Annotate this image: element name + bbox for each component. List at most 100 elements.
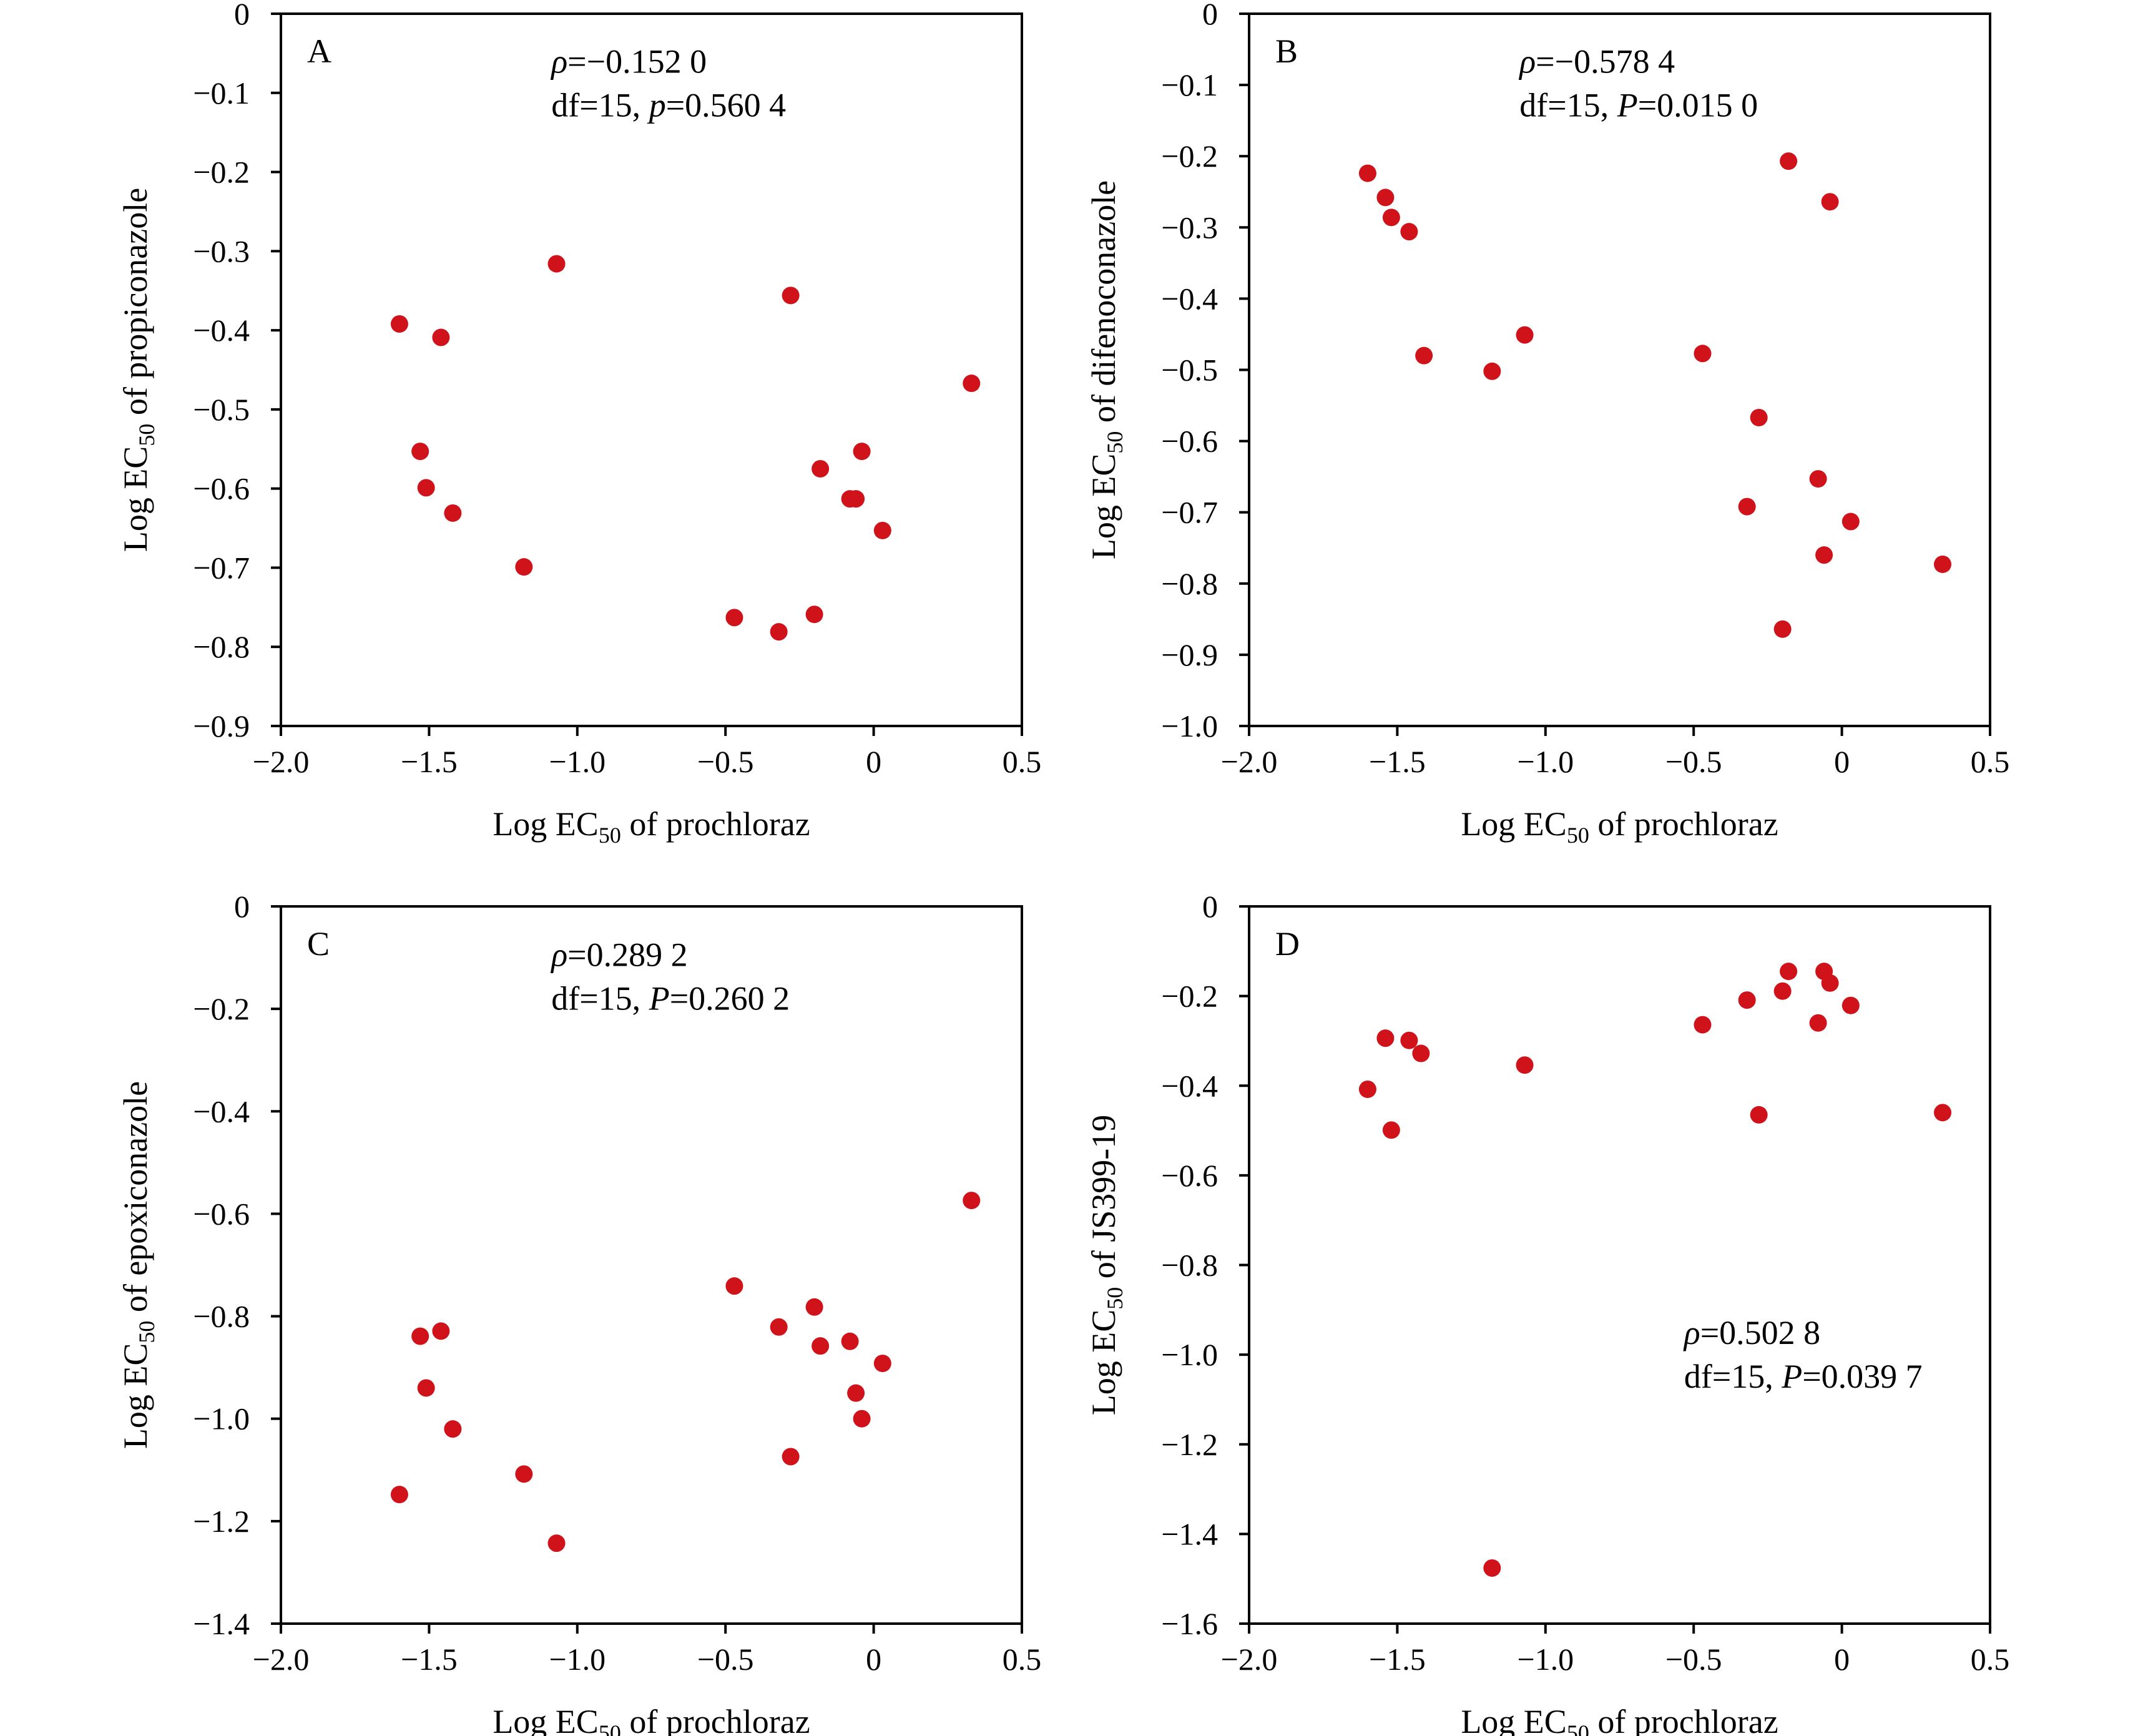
data-point xyxy=(1773,620,1792,638)
data-point xyxy=(411,443,429,461)
panel-letter: A xyxy=(307,32,331,70)
y-tick-label: −1.0 xyxy=(1161,1337,1218,1372)
scatter-panel-a: −2.0 −1.5 −1.0 −0.5 0 0.5 0 −0.1 −0.2 −0.3 −0.4 −0.… xyxy=(117,0,1041,848)
data-point xyxy=(547,255,566,273)
y-tick-label: −0.6 xyxy=(193,471,250,506)
y-tick-label: −1.2 xyxy=(193,1504,250,1539)
x-tick-label: −2.0 xyxy=(1221,1642,1278,1677)
y-tick-label: −0.5 xyxy=(193,392,250,427)
data-point xyxy=(1934,1104,1952,1122)
y-tick-label: 0 xyxy=(1202,889,1218,924)
data-point xyxy=(873,521,891,539)
x-tick-label: 0 xyxy=(1834,1642,1850,1677)
y-tick-label: −0.8 xyxy=(1161,566,1218,601)
data-point xyxy=(841,1332,859,1350)
data-point xyxy=(1780,152,1798,170)
data-point xyxy=(1376,189,1395,207)
data-point xyxy=(1738,991,1756,1009)
x-tick-label: −1.5 xyxy=(401,1642,458,1677)
df-p-annotation: df=15, P=0.039 7 xyxy=(1684,1358,1923,1395)
data-point xyxy=(1483,362,1501,380)
data-point xyxy=(853,443,871,461)
data-point xyxy=(1750,408,1768,426)
y-tick-label: −0.4 xyxy=(1161,1068,1218,1103)
data-point xyxy=(1809,1014,1827,1032)
data-point xyxy=(812,459,830,478)
data-point xyxy=(725,609,743,627)
data-point xyxy=(847,490,865,508)
y-tick-label: −0.2 xyxy=(1161,979,1218,1014)
data-point xyxy=(963,375,981,393)
x-tick-label: −1.5 xyxy=(1369,744,1426,779)
x-tick-label: −1.5 xyxy=(1369,1642,1426,1677)
y-tick-label: −0.7 xyxy=(1161,495,1218,530)
x-tick-label: −1.0 xyxy=(549,744,606,779)
x-tick-label: −1.0 xyxy=(1517,1642,1574,1677)
x-tick-label: 0 xyxy=(866,744,881,779)
data-point xyxy=(432,1322,450,1340)
data-point xyxy=(1809,470,1827,488)
data-point xyxy=(547,1534,566,1552)
y-tick-label: −0.6 xyxy=(193,1196,250,1231)
data-point xyxy=(782,287,800,305)
y-tick-label: −0.2 xyxy=(193,991,250,1026)
y-tick-label: −0.8 xyxy=(193,1299,250,1334)
data-point xyxy=(417,479,435,497)
data-point xyxy=(1382,208,1400,227)
y-axis-title: Log EC50 of epoxiconazole xyxy=(117,1081,159,1449)
x-tick-label: 0.5 xyxy=(1003,744,1042,779)
rho-annotation: ρ=−0.152 0 xyxy=(550,43,707,81)
data-point xyxy=(1382,1121,1400,1139)
y-tick-label: −1.2 xyxy=(1161,1427,1218,1462)
y-axis-title: Log EC50 of JS399-19 xyxy=(1085,1115,1127,1416)
data-point xyxy=(1400,1031,1418,1049)
rho-annotation: ρ=−0.578 4 xyxy=(1518,43,1675,81)
x-axis-title: Log EC50 of prochloraz xyxy=(1461,1703,1778,1736)
x-tick-label: −2.0 xyxy=(253,744,310,779)
data-point xyxy=(1815,546,1833,564)
data-point xyxy=(1750,1106,1768,1124)
data-point xyxy=(1483,1559,1501,1577)
y-tick-label: −1.4 xyxy=(1161,1516,1218,1551)
data-point xyxy=(1738,498,1756,516)
data-point xyxy=(1694,345,1712,363)
data-point xyxy=(1841,996,1860,1014)
data-point xyxy=(847,1384,865,1402)
y-tick-label: −0.4 xyxy=(193,313,250,348)
plot-frame xyxy=(280,12,1023,727)
x-tick-label: −1.5 xyxy=(401,744,458,779)
y-tick-label: −0.9 xyxy=(193,709,250,743)
data-point xyxy=(1780,963,1798,981)
y-tick-label: −0.7 xyxy=(193,550,250,585)
data-point xyxy=(1412,1044,1430,1062)
data-point xyxy=(411,1327,429,1345)
y-tick-label: −0.3 xyxy=(193,233,250,268)
x-axis-title: Log EC50 of prochloraz xyxy=(493,805,810,848)
df-p-annotation: df=15, p=0.560 4 xyxy=(551,87,786,124)
rho-annotation: ρ=0.502 8 xyxy=(1683,1314,1820,1351)
x-tick-label: −2.0 xyxy=(1221,744,1278,779)
data-point xyxy=(1821,974,1839,992)
scatter-panel-d: −2.0 −1.5 −1.0 −0.5 0 0.5 0 −0.2 −0.4 −0.6 −0.8 −1.… xyxy=(1085,889,2009,1736)
scatter-panel-b: −2.0 −1.5 −1.0 −0.5 0 0.5 0 −0.1 −0.2 −0.3 −0.4 −0.… xyxy=(1085,0,2009,848)
x-tick-label: −1.0 xyxy=(549,1642,606,1677)
y-tick-label: −0.6 xyxy=(1161,1158,1218,1193)
x-tick-label: −0.5 xyxy=(1665,744,1722,779)
y-tick-label: 0 xyxy=(234,889,250,924)
data-point xyxy=(432,328,450,346)
y-tick-label: −1.6 xyxy=(1161,1606,1218,1641)
panel-letter: B xyxy=(1275,32,1298,70)
data-point xyxy=(805,1298,823,1316)
data-point xyxy=(805,606,823,624)
y-tick-label: −0.2 xyxy=(1161,139,1218,174)
rho-annotation: ρ=0.289 2 xyxy=(550,936,687,973)
data-point xyxy=(1694,1016,1712,1034)
data-point xyxy=(1358,164,1376,182)
data-point xyxy=(1400,223,1418,241)
data-point xyxy=(515,1465,533,1483)
data-point xyxy=(1773,982,1792,1000)
y-tick-label: −1.0 xyxy=(1161,709,1218,743)
y-tick-label: −0.5 xyxy=(1161,353,1218,388)
data-point xyxy=(1358,1080,1376,1098)
